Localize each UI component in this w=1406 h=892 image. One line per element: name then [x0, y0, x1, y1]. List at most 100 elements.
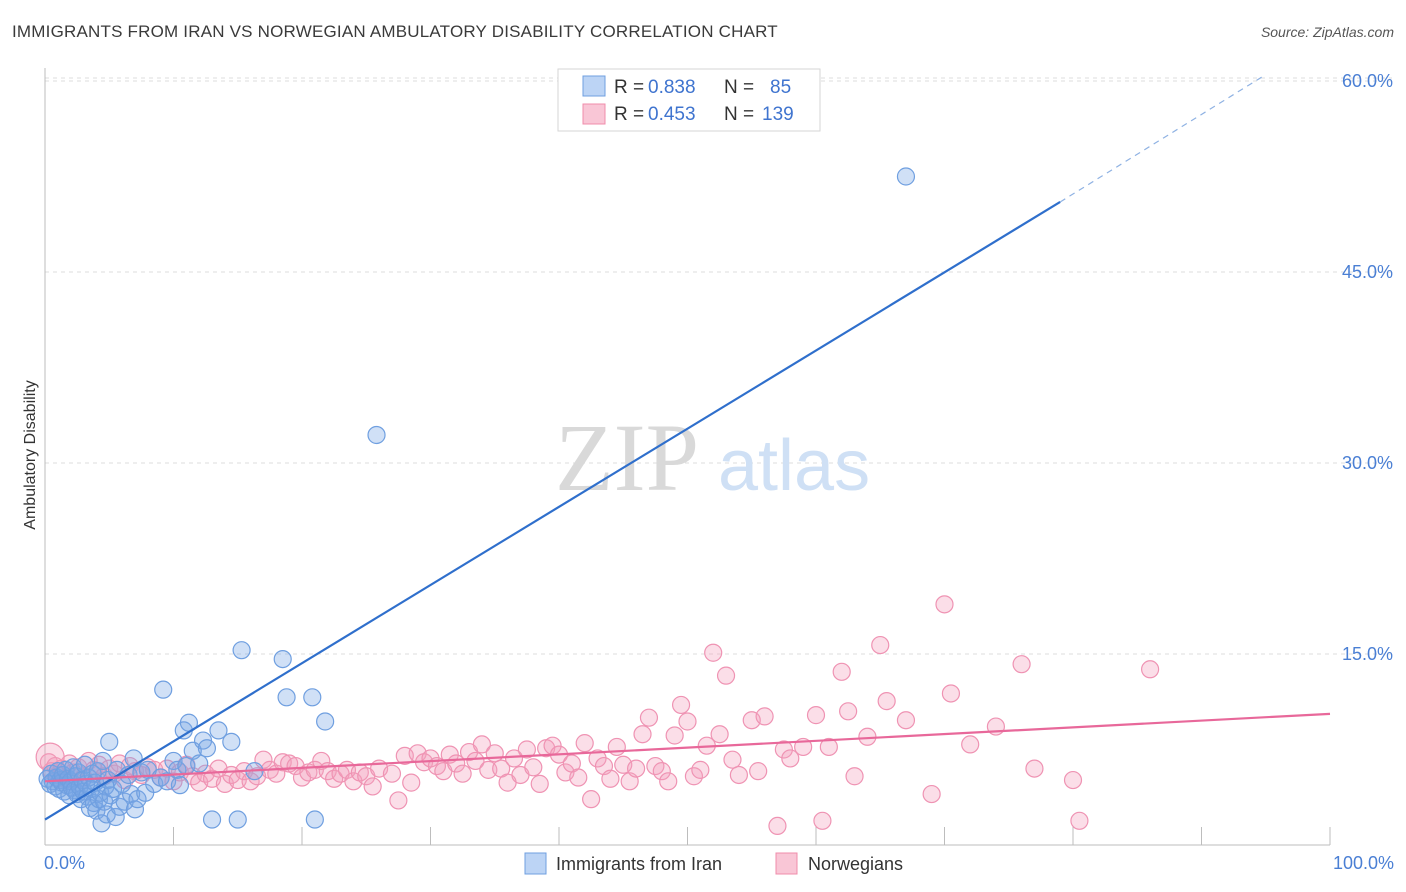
norway-point: [363, 777, 382, 796]
norway-point: [466, 751, 485, 771]
norway-point: [935, 595, 954, 614]
norway-point: [472, 735, 491, 754]
legend-n-norway: 139: [762, 104, 794, 125]
x-tick-min: 0.0%: [44, 853, 85, 873]
norway-point: [453, 764, 472, 783]
norway-point: [479, 760, 498, 779]
norway-point: [781, 749, 800, 768]
norway-point: [665, 726, 684, 745]
norway-point: [569, 768, 588, 787]
norway-point: [755, 707, 774, 726]
norway-point: [961, 735, 980, 754]
norway-point: [845, 767, 864, 786]
source-label: Source: ZipAtlas.com: [1260, 24, 1394, 40]
iran-point: [93, 751, 112, 771]
norway-point: [941, 684, 961, 703]
norway-point: [421, 749, 440, 768]
norway-point: [691, 760, 710, 779]
iran-point: [100, 732, 119, 751]
watermark-zip: ZIP: [555, 404, 699, 511]
y-tick-labels: 15.0% 30.0% 45.0% 60.0%: [1342, 71, 1393, 664]
norway-point: [1012, 655, 1031, 674]
iran-point: [112, 774, 132, 793]
legend-swatch-iran: [582, 75, 606, 97]
iran-point: [277, 688, 296, 707]
iran-point: [170, 776, 190, 795]
norway-point: [1063, 770, 1083, 790]
iran-trend-line: [44, 201, 1061, 821]
norway-point: [633, 725, 652, 744]
norway-point: [877, 692, 896, 711]
legend-r-label: R =: [614, 104, 644, 125]
norway-point: [517, 740, 536, 759]
norway-point: [768, 816, 787, 836]
trend-lines: [44, 74, 1331, 821]
norway-point: [716, 666, 736, 685]
norway-point: [704, 643, 723, 662]
norway-point: [710, 725, 729, 744]
iran-point: [305, 810, 324, 829]
norway-point: [588, 749, 607, 768]
norway-point: [305, 760, 324, 779]
legend-r-norway: 0.453: [648, 104, 696, 125]
legend-n-label: N =: [724, 77, 754, 98]
norway-point: [485, 744, 504, 763]
norway-point: [312, 751, 331, 771]
norway-point: [749, 762, 768, 781]
grid: [45, 77, 1392, 655]
norway-point: [922, 784, 941, 804]
y-tick-label: 30.0%: [1342, 453, 1393, 473]
norway-point: [575, 734, 594, 753]
iran-point: [190, 754, 209, 773]
watermark-atlas: atlas: [718, 426, 870, 506]
legend-box: R = 0.838 N = 85 R = 0.453 N = 139: [557, 68, 821, 132]
iran-point: [202, 810, 222, 829]
y-tick-label: 15.0%: [1342, 644, 1393, 664]
iran-point: [104, 779, 123, 799]
norway-point: [1025, 759, 1044, 778]
norway-point: [389, 791, 408, 810]
norway-point: [774, 740, 793, 759]
iran-point: [303, 688, 322, 707]
y-tick-label: 60.0%: [1342, 71, 1393, 91]
iran-point: [367, 425, 386, 445]
iran-trend-extension: [1059, 74, 1267, 203]
norway-point: [1070, 811, 1089, 830]
legend-n-label: N =: [724, 104, 754, 125]
iran-point: [197, 739, 217, 758]
norway-point: [626, 759, 646, 778]
bottom-legend-swatch-norway: [775, 852, 798, 875]
norway-point: [813, 811, 832, 830]
axes: [44, 68, 1331, 846]
norway-trend-line: [44, 712, 1331, 783]
norway-point: [723, 750, 742, 769]
norway-point: [524, 758, 543, 777]
legend-n-iran: 85: [770, 77, 791, 98]
series-iran: [38, 167, 916, 833]
norway-point: [1140, 660, 1160, 679]
iran-point: [232, 641, 251, 660]
y-axis-label: Ambulatory Disability: [22, 380, 39, 529]
bottom-legend-norway: Norwegians: [808, 854, 903, 874]
iran-point: [209, 721, 228, 740]
y-tick-label: 45.0%: [1342, 262, 1393, 282]
x-tick-max: 100.0%: [1333, 853, 1394, 873]
norway-point: [601, 769, 620, 788]
norway-point: [839, 702, 858, 721]
iran-point: [896, 167, 916, 186]
norway-point: [382, 764, 402, 783]
norway-point: [832, 662, 851, 681]
norway-point: [530, 774, 549, 793]
norway-point: [504, 749, 524, 768]
norway-point: [582, 790, 601, 809]
bottom-legend-iran: Immigrants from Iran: [556, 854, 722, 874]
bottom-legend-swatch-iran: [524, 852, 547, 875]
legend-r-iran: 0.838: [648, 77, 696, 98]
norway-point: [806, 706, 826, 725]
norway-point: [819, 737, 838, 757]
bottom-legend: Immigrants from Iran Norwegians: [524, 852, 903, 875]
legend-swatch-norway: [582, 103, 606, 125]
iran-point: [154, 680, 173, 699]
norway-point: [896, 711, 916, 730]
